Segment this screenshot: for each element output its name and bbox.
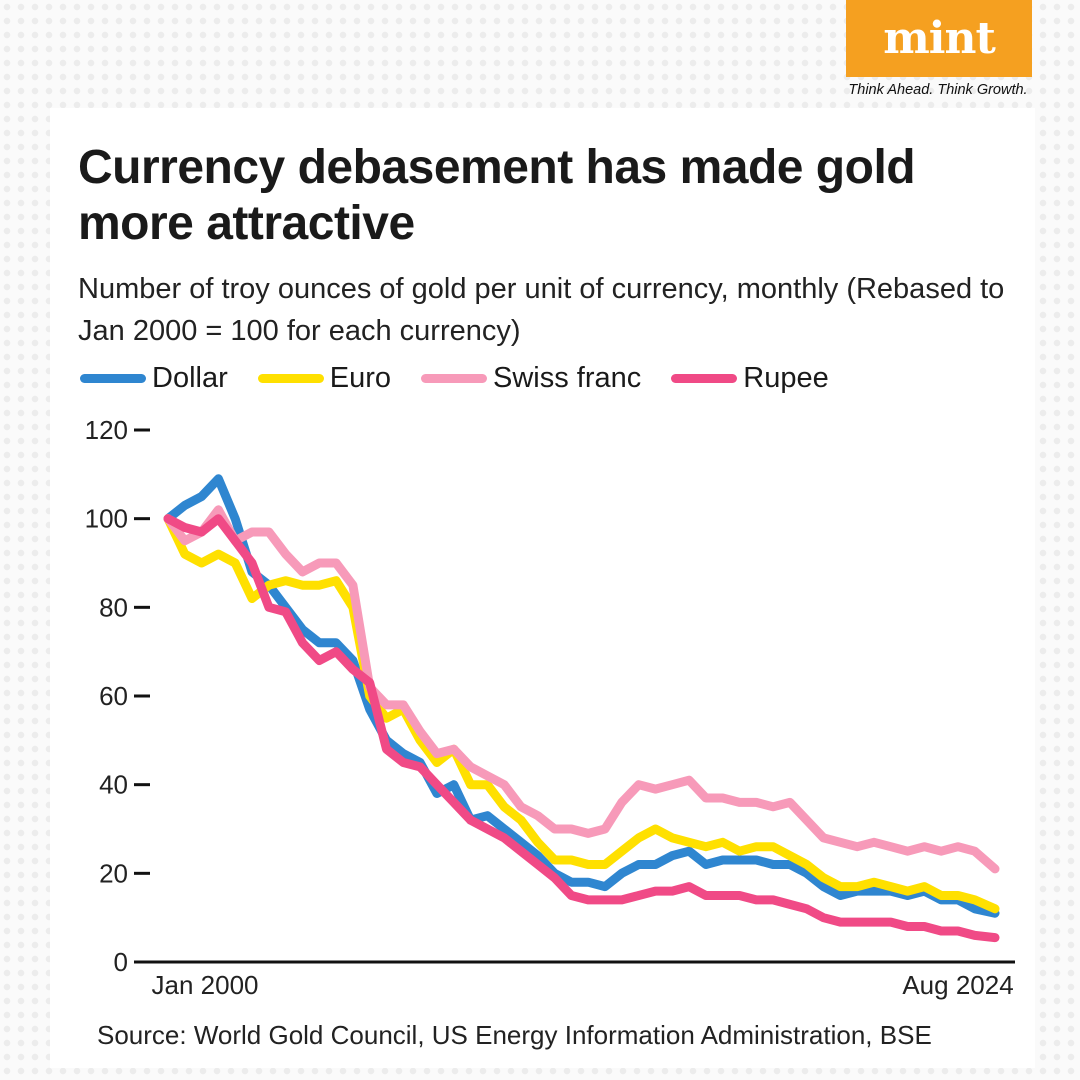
legend-swatch xyxy=(421,374,488,383)
y-tick-label: 20 xyxy=(99,858,128,888)
tagline: Think Ahead. Think Growth. xyxy=(848,82,1028,98)
legend-swatch xyxy=(80,374,146,383)
logo-text: mint xyxy=(883,13,996,64)
chart-card xyxy=(50,108,1035,1068)
legend-label: Dollar xyxy=(152,362,228,394)
y-tick-label: 60 xyxy=(99,681,128,711)
y-tick-label: 100 xyxy=(85,504,128,534)
y-tick-label: 40 xyxy=(99,770,128,800)
source-note: Source: World Gold Council, US Energy In… xyxy=(97,1020,932,1050)
legend: Dollar Euro Swiss franc Rupee xyxy=(80,362,859,395)
legend-label: Rupee xyxy=(743,362,829,394)
legend-label: Euro xyxy=(329,362,392,394)
y-tick-label: 0 xyxy=(114,947,128,977)
series-line-dollar xyxy=(163,474,1000,918)
mint-logo: mint xyxy=(846,0,1032,77)
series-line-euro xyxy=(163,514,1000,914)
legend-item-dollar: Dollar xyxy=(80,362,228,395)
x-tick-label: Jan 2000 xyxy=(152,970,259,1000)
chart-subtitle: Number of troy ounces of gold per unit o… xyxy=(78,273,1005,347)
legend-swatch xyxy=(671,374,738,383)
legend-label: Swiss franc xyxy=(493,362,642,394)
legend-swatch xyxy=(257,374,324,383)
y-tick-label: 120 xyxy=(85,415,128,445)
legend-item-swiss-franc: Swiss franc xyxy=(421,362,641,395)
series-line-swiss-franc xyxy=(163,505,1000,874)
y-tick-label: 80 xyxy=(99,592,128,622)
legend-item-euro: Euro xyxy=(257,362,392,395)
chart-title: Currency debasement has made gold more a… xyxy=(78,141,916,250)
legend-item-rupee: Rupee xyxy=(671,362,829,395)
x-tick-label: Aug 2024 xyxy=(902,970,1013,1000)
series-line-rupee xyxy=(163,514,1000,943)
